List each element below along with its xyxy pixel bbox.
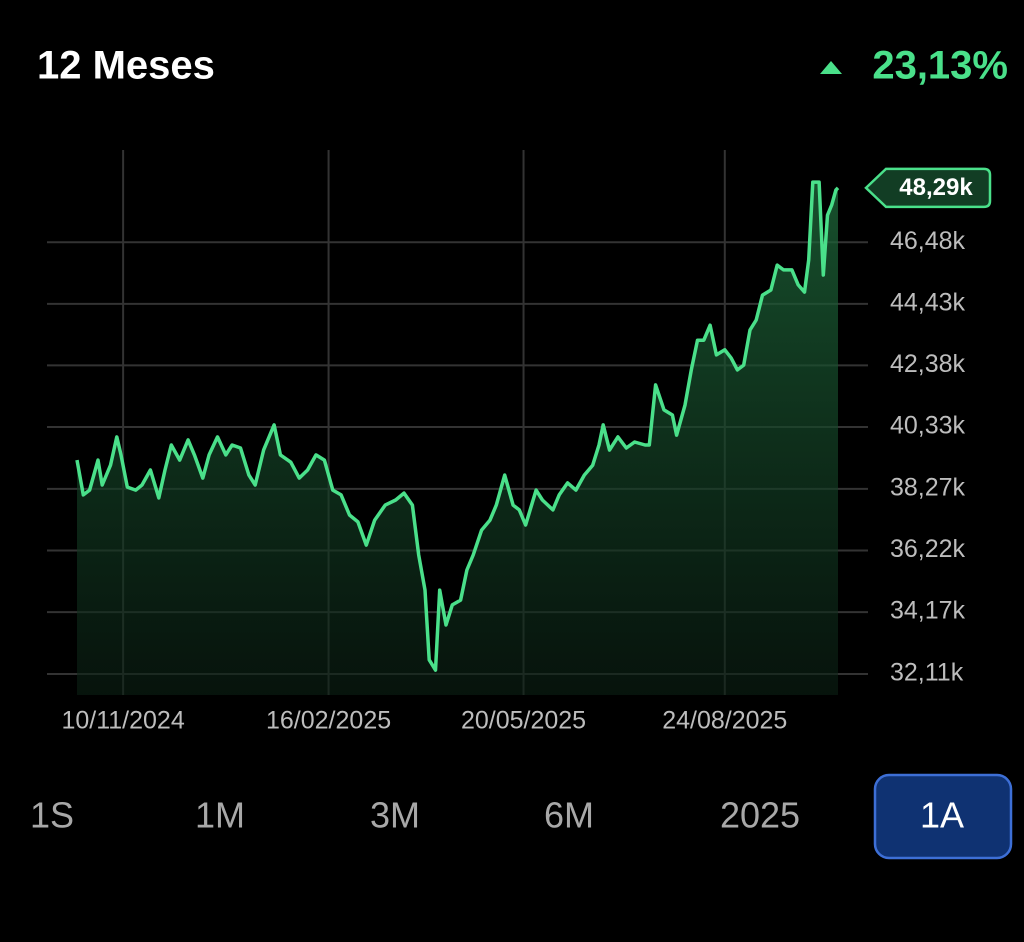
- range-button[interactable]: 3M: [370, 795, 420, 836]
- price-line: [75, 180, 840, 672]
- range-button[interactable]: 2025: [720, 795, 800, 836]
- up-arrow: [820, 61, 842, 74]
- x-tick-label: 10/11/2024: [61, 707, 184, 735]
- range-button[interactable]: 6M: [544, 795, 594, 836]
- y-tick-label: 42,38k: [890, 350, 966, 378]
- y-tick-label: 32,11k: [890, 659, 964, 687]
- change-value: 23,13%: [872, 44, 1008, 88]
- x-tick-label: 16/02/2025: [266, 707, 391, 735]
- plot: 32,11k 34,17k 36,22k 38,27k 40,33k 42,38k 44,4…: [47, 150, 992, 735]
- range-button[interactable]: 1S: [30, 795, 74, 836]
- y-tick-label: 46,48k: [890, 227, 966, 255]
- y-tick-label: 36,22k: [890, 535, 966, 563]
- chart-title: 12 Meses: [37, 44, 215, 88]
- y-tick-label: 40,33k: [890, 412, 966, 440]
- range-button[interactable]: 1M: [195, 795, 245, 836]
- y-tick-label: 34,17k: [890, 597, 966, 625]
- range-selector: 1S 1M 3M 6M 2025 1A: [30, 773, 1013, 860]
- area: [77, 182, 838, 696]
- x-tick-label: 20/05/2025: [461, 707, 586, 735]
- price-badge: [864, 167, 992, 209]
- y-tick-label: 44,43k: [890, 288, 966, 316]
- price-badge-label: 48,29k: [899, 174, 973, 201]
- range-button[interactable]: 1A: [920, 795, 964, 836]
- y-tick-label: 38,27k: [890, 474, 966, 502]
- x-tick-label: 24/08/2025: [662, 707, 787, 735]
- range-button-selected[interactable]: [873, 773, 1013, 860]
